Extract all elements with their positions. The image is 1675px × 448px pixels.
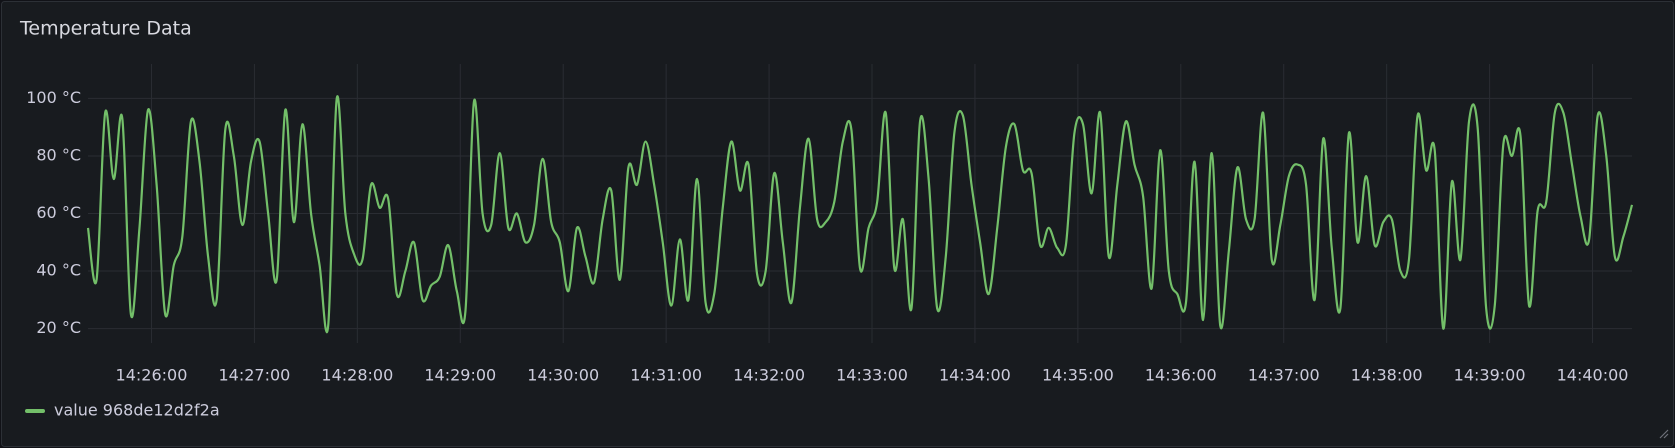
x-tick-label: 14:27:00 bbox=[218, 366, 290, 385]
panel-title: Temperature Data bbox=[19, 18, 192, 40]
x-tick-label: 14:28:00 bbox=[321, 366, 393, 385]
y-tick-label: 80 °C bbox=[36, 145, 81, 164]
x-tick-label: 14:32:00 bbox=[733, 366, 805, 385]
x-tick-label: 14:31:00 bbox=[630, 366, 702, 385]
resize-handle[interactable] bbox=[1659, 429, 1669, 439]
x-tick-label: 14:33:00 bbox=[836, 366, 908, 385]
x-tick-label: 14:29:00 bbox=[424, 366, 496, 385]
x-tick-label: 14:39:00 bbox=[1454, 366, 1526, 385]
series-line bbox=[86, 95, 1634, 334]
x-tick-label: 14:38:00 bbox=[1351, 366, 1423, 385]
y-tick-label: 20 °C bbox=[36, 318, 81, 337]
x-tick-label: 14:34:00 bbox=[939, 366, 1011, 385]
y-tick-label: 60 °C bbox=[36, 203, 81, 222]
x-tick-label: 14:35:00 bbox=[1042, 366, 1114, 385]
x-tick-label: 14:36:00 bbox=[1145, 366, 1217, 385]
x-tick-label: 14:26:00 bbox=[116, 366, 188, 385]
y-tick-label: 40 °C bbox=[36, 261, 81, 280]
legend-label: value 968de12d2f2a bbox=[54, 401, 220, 420]
y-tick-label: 100 °C bbox=[26, 88, 81, 107]
x-tick-label: 14:30:00 bbox=[527, 366, 599, 385]
x-tick-label: 14:37:00 bbox=[1248, 366, 1320, 385]
x-tick-label: 14:40:00 bbox=[1557, 366, 1629, 385]
